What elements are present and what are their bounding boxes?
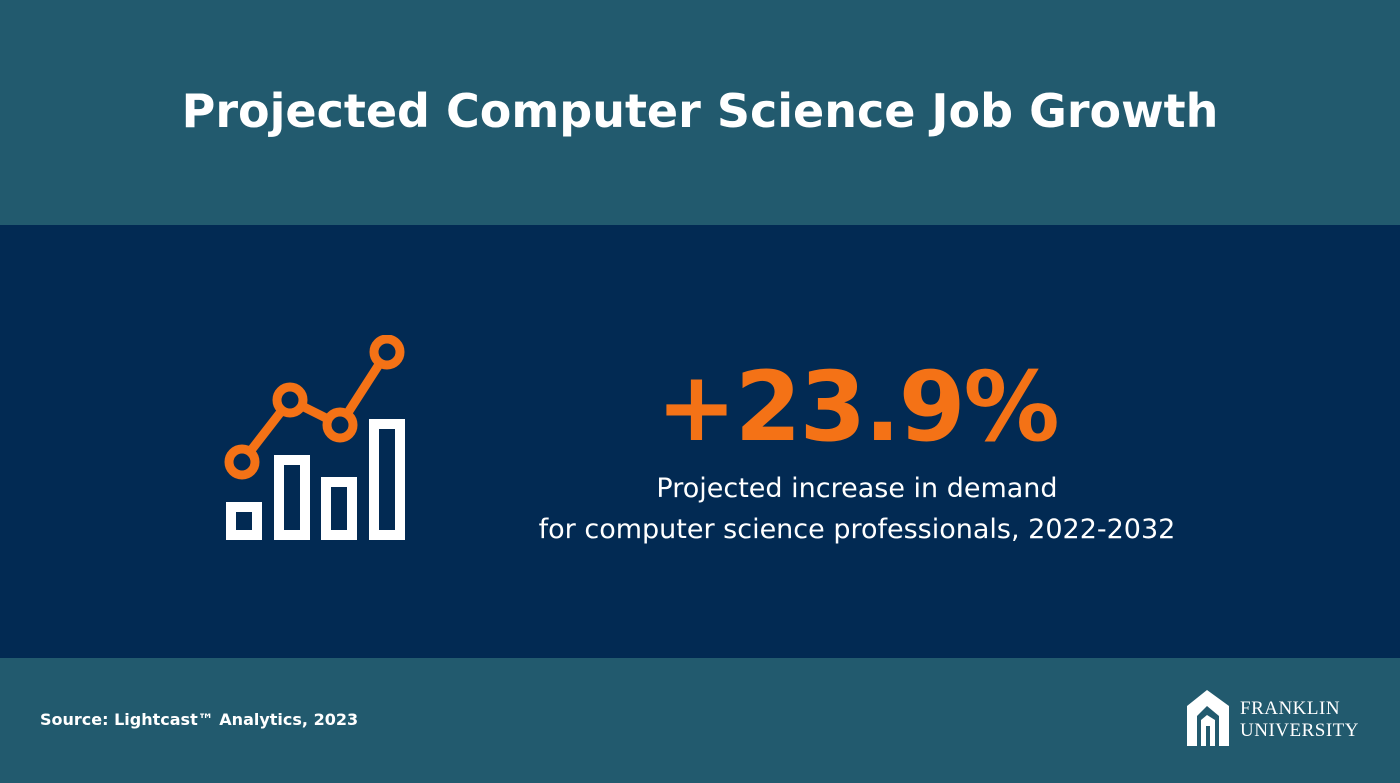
stat-description: for computer science professionals, 2022… [538, 514, 1176, 545]
header: Projected Computer Science Job Growth [0, 0, 1400, 225]
stat-description: Projected increase in demand [656, 473, 1058, 504]
footer: Source: Lightcast™ Analytics, 2023 FRANK… [0, 658, 1400, 783]
logo-mark [1187, 690, 1229, 746]
content: +23.9% Projected increase in demand for … [0, 225, 1400, 658]
logo-text: FRANKLIN [1240, 698, 1341, 719]
title: Projected Computer Science Job Growth [181, 84, 1219, 138]
logo-text: UNIVERSITY [1240, 720, 1359, 741]
source: Source: Lightcast™ Analytics, 2023 [40, 710, 359, 729]
stat-value: +23.9% [656, 351, 1059, 463]
growth-icon [224, 335, 405, 540]
